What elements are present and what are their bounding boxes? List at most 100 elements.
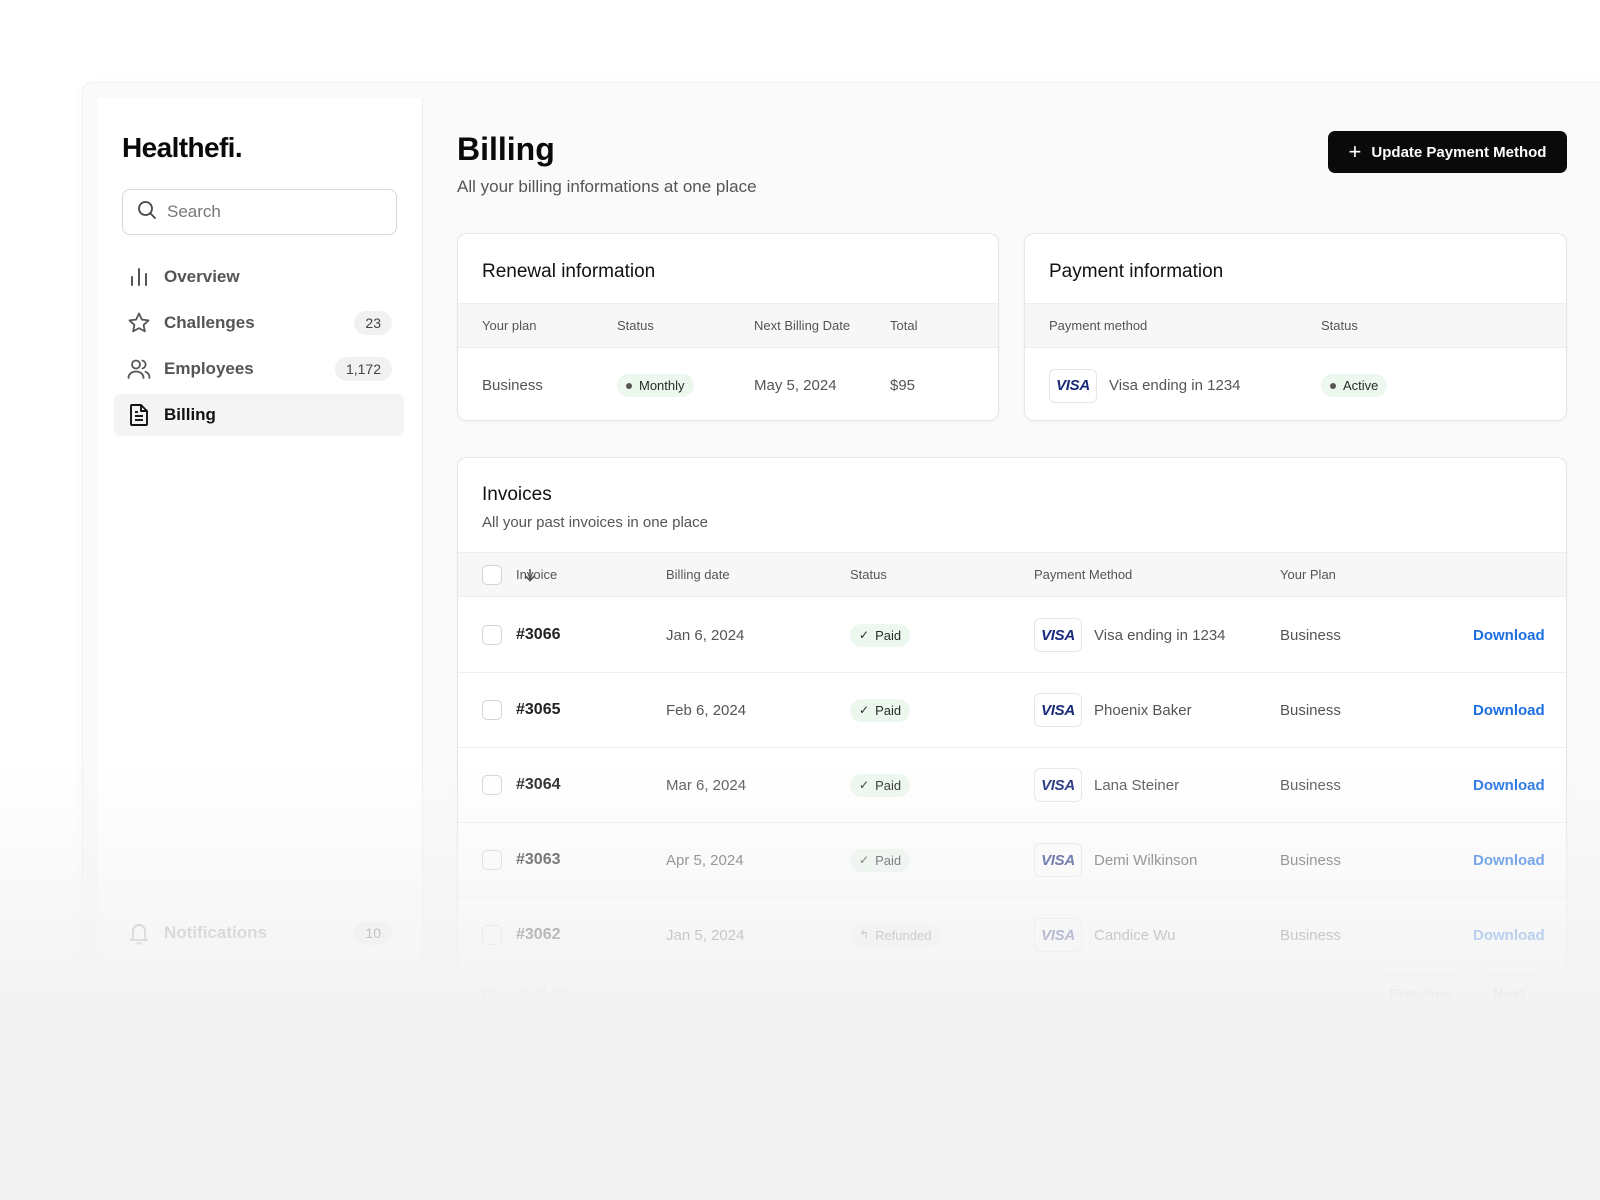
arrow-down-icon (524, 553, 536, 596)
visa-icon: VISA (1034, 843, 1082, 877)
count-badge: 23 (354, 311, 392, 335)
row-checkbox[interactable] (482, 850, 502, 870)
sidebar-item-label: Employees (164, 359, 254, 378)
payment-method-cell: VISA Visa ending in 1234 (1049, 349, 1241, 420)
column-header: Status (617, 318, 654, 333)
invoice-id: #3065 (516, 701, 561, 718)
sidebar-item-label: Notifications (164, 923, 267, 942)
status-badge: ✓ Paid (850, 773, 911, 797)
sidebar-item-challenges[interactable]: Challenges 23 (114, 302, 404, 344)
document-icon (126, 402, 152, 428)
avatar (122, 1024, 164, 1066)
invoice-id: #3066 (516, 626, 561, 643)
column-header: Payment Method (1034, 567, 1133, 582)
table-row: #3062 Jan 5, 2024 ↰ Refunded VISA Candice … (458, 898, 1566, 973)
payment-method-cell: VISA Candice Wu (1034, 898, 1175, 972)
visa-icon: VISA (1034, 768, 1082, 802)
user-profile[interactable]: Deepanjan Sen deepanjan@kriya.global (122, 1023, 402, 1067)
bell-icon (126, 920, 152, 946)
previous-button[interactable]: Previous (1376, 974, 1466, 1014)
row-checkbox[interactable] (482, 775, 502, 795)
plan-value: Business (1280, 701, 1341, 719)
logout-icon[interactable] (380, 1034, 402, 1056)
table-header: Your plan Status Next Billing Date Total (458, 303, 998, 348)
payment-method-text: Phoenix Baker (1094, 701, 1192, 719)
download-link[interactable]: Download (1473, 776, 1545, 794)
table-row: #3065 Feb 6, 2024 ✓ Paid VISA Phoenix Bake… (458, 673, 1566, 748)
billing-date: Jan 6, 2024 (666, 626, 745, 644)
plan-value: Business (1280, 776, 1341, 794)
status-cell: ✓ Paid (850, 598, 911, 672)
status-cell: Active (1321, 349, 1388, 420)
star-icon (126, 310, 152, 336)
bar-chart-icon (126, 264, 152, 290)
table-row: #3064 Mar 6, 2024 ✓ Paid VISA Lana Steiner… (458, 748, 1566, 823)
payment-method-cell: VISA Demi Wilkinson (1034, 823, 1197, 897)
plan-value: Business (1280, 626, 1341, 644)
status-text: Paid (875, 702, 902, 718)
payment-method-cell: VISA Phoenix Baker (1034, 673, 1192, 747)
download-link[interactable]: Download (1473, 926, 1545, 944)
card-subtitle: All your past invoices in one place (482, 514, 708, 531)
row-checkbox[interactable] (482, 700, 502, 720)
sidebar-item-label: Billing (164, 405, 216, 424)
status-badge: ✓ Paid (850, 698, 911, 722)
status-cell: ✓ Paid (850, 748, 911, 822)
count-badge: 10 (354, 921, 392, 945)
table-header: Invoice Billing date Status Payment Meth… (458, 552, 1566, 597)
dot-icon (626, 382, 632, 389)
check-icon: ✓ (859, 853, 870, 867)
status-cell: ✓ Paid (850, 673, 911, 747)
status-text: Active (1343, 378, 1379, 393)
users-icon (126, 356, 152, 382)
sidebar-nav: Overview Challenges 23 Employees 1,172 B… (114, 256, 404, 440)
check-icon: ✓ (859, 778, 870, 792)
status-text: Paid (875, 627, 902, 643)
column-header: Total (890, 318, 918, 333)
app-logo: Healthefi. (122, 132, 243, 163)
card-title: Payment information (1049, 261, 1224, 282)
table-row: #3066 Jan 6, 2024 ✓ Paid VISA Visa ending … (458, 598, 1566, 673)
sidebar-item-notifications[interactable]: Notifications 10 (114, 912, 404, 954)
sidebar-item-employees[interactable]: Employees 1,172 (114, 348, 404, 390)
status-cell: ✓ Paid (850, 823, 911, 897)
next-button[interactable]: Next (1478, 974, 1540, 1014)
sidebar-item-overview[interactable]: Overview (114, 256, 404, 298)
pagination-text: Page 1 of 10 (482, 986, 568, 1003)
download-link[interactable]: Download (1473, 851, 1545, 869)
invoice-id: #3064 (516, 776, 561, 793)
payment-card: Payment information Payment method Statu… (1024, 233, 1567, 421)
table-row: VISA Visa ending in 1234 Active (1025, 349, 1566, 420)
payment-method-text: Demi Wilkinson (1094, 851, 1198, 869)
search-input[interactable] (167, 202, 377, 222)
next-billing-date: May 5, 2024 (754, 377, 837, 394)
count-badge: 1,172 (334, 357, 392, 381)
payment-method-text: Visa ending in 1234 (1094, 626, 1226, 644)
page-title: Billing (457, 131, 555, 167)
sidebar-item-billing[interactable]: Billing (114, 394, 404, 436)
update-payment-method-button[interactable]: + Update Payment Method (1328, 131, 1567, 173)
row-checkbox[interactable] (482, 625, 502, 645)
user-email: deepanjan@kriya.global (176, 1047, 327, 1064)
payment-method-cell: VISA Lana Steiner (1034, 748, 1179, 822)
dot-icon (1330, 382, 1336, 389)
payment-method-text: Candice Wu (1094, 926, 1176, 944)
visa-icon: VISA (1034, 918, 1082, 952)
plan-value: Business (482, 377, 543, 394)
sidebar-item-label: Overview (164, 267, 240, 286)
column-header: Status (1321, 318, 1358, 333)
payment-method-text: Lana Steiner (1094, 776, 1180, 794)
invoice-id: #3062 (516, 926, 561, 943)
plus-icon: + (1348, 139, 1362, 164)
download-link[interactable]: Download (1473, 701, 1545, 719)
column-header: Next Billing Date (754, 318, 851, 333)
select-all-checkbox[interactable] (482, 565, 502, 585)
undo-icon: ↰ (859, 928, 870, 942)
table-header: Payment method Status (1025, 303, 1566, 348)
download-link[interactable]: Download (1473, 626, 1545, 644)
billing-date: Apr 5, 2024 (666, 851, 744, 869)
status-text: Paid (875, 777, 902, 793)
search-box[interactable] (122, 189, 397, 235)
row-checkbox[interactable] (482, 925, 502, 945)
status-badge: ✓ Paid (850, 848, 911, 872)
